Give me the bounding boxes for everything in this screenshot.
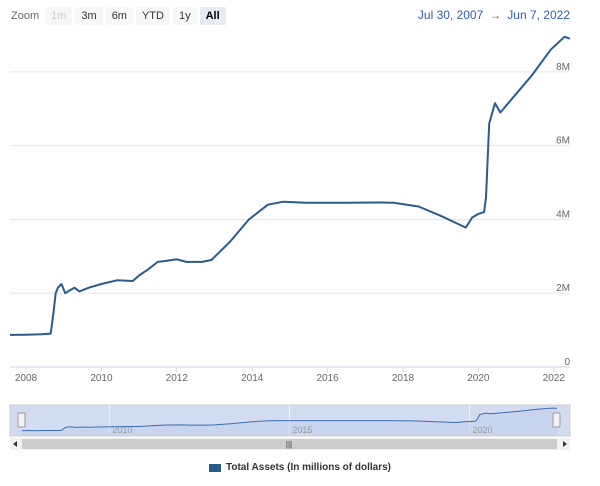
zoom-6m-button[interactable]: 6m xyxy=(105,7,133,25)
y-tick-label: 2M xyxy=(556,283,570,294)
grid-lines xyxy=(10,71,570,294)
navigator-line xyxy=(22,407,558,432)
scrollbar-right-arrow-icon[interactable] xyxy=(563,441,567,447)
navigator-right-handle[interactable] xyxy=(552,412,561,428)
y-tick-label: 0 xyxy=(564,357,570,368)
legend-label: Total Assets (In millions of dollars) xyxy=(225,462,392,473)
y-axis-labels: 0 2M 4M 6M 8M xyxy=(556,62,570,368)
y-tick-label: 4M xyxy=(556,209,570,220)
zoom-1y-button[interactable]: 1y xyxy=(172,7,197,25)
legend[interactable]: Total Assets (In millions of dollars) xyxy=(0,462,600,473)
series-line-total-assets xyxy=(9,35,571,336)
zoom-label: Zoom xyxy=(11,10,40,22)
zoom-ytd-button[interactable]: YTD xyxy=(135,7,170,25)
x-tick-label: 2020 xyxy=(467,373,490,384)
date-range-arrow: → xyxy=(489,8,502,22)
legend-swatch xyxy=(208,463,221,472)
y-tick-label: 8M xyxy=(556,62,570,73)
x-tick-label: 2016 xyxy=(316,373,339,384)
x-tick-label: 2014 xyxy=(241,373,264,384)
date-to-input[interactable]: Jun 7, 2022 xyxy=(507,8,570,22)
navigator-tick-label: 2015 xyxy=(292,425,312,435)
scrollbar[interactable]: ||| xyxy=(10,438,570,450)
scrollbar-left-arrow-icon[interactable] xyxy=(13,441,17,447)
scrollbar-grip: ||| xyxy=(286,440,292,449)
x-tick-label: 2010 xyxy=(90,373,113,384)
navigator-tick-label: 2010 xyxy=(112,425,132,435)
x-axis-labels: 2008 2010 2012 2014 2016 2018 2020 2022 xyxy=(15,373,565,384)
navigator[interactable]: 2010 2015 2020 xyxy=(9,404,571,437)
x-tick-label: 2008 xyxy=(15,373,38,384)
navigator-left-handle[interactable] xyxy=(17,412,26,428)
x-tick-label: 2018 xyxy=(392,373,415,384)
zoom-all-button[interactable]: All xyxy=(199,7,226,25)
navigator-area xyxy=(22,408,557,436)
scrollbar-thumb[interactable] xyxy=(22,439,557,449)
navigator-labels: 2010 2015 2020 xyxy=(112,425,492,435)
x-tick-label: 2012 xyxy=(166,373,189,384)
zoom-1m-button[interactable]: 1m xyxy=(45,7,73,25)
date-from-input[interactable]: Jul 30, 2007 xyxy=(417,8,484,22)
y-tick-label: 6M xyxy=(556,136,570,147)
range-selector: Zoom 1m 3m 6m YTD 1y All xyxy=(11,6,229,26)
x-axis xyxy=(10,366,570,372)
x-tick-label: 2022 xyxy=(543,373,566,384)
navigator-tick-label: 2020 xyxy=(472,425,492,435)
date-range: Jul 30, 2007 → Jun 7, 2022 xyxy=(418,8,570,22)
zoom-3m-button[interactable]: 3m xyxy=(75,7,103,25)
